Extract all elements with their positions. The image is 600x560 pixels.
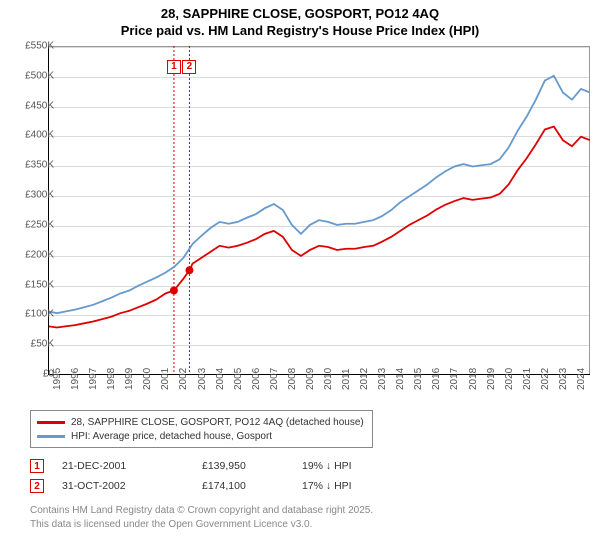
x-tick-label: 2007 (269, 376, 280, 390)
sale-marker-box: 1 (167, 60, 181, 74)
price-point-marker: 1 (30, 459, 44, 473)
price-point-date: 31-OCT-2002 (62, 480, 202, 492)
title-line-2: Price paid vs. HM Land Registry's House … (0, 23, 600, 40)
y-tick-label: £550K (10, 41, 54, 52)
x-tick-label: 2008 (287, 376, 298, 390)
x-tick-label: 2015 (413, 376, 424, 390)
footer-attribution: Contains HM Land Registry data © Crown c… (30, 504, 373, 531)
y-axis (48, 46, 49, 374)
legend-label: HPI: Average price, detached house, Gosp… (71, 431, 272, 442)
x-tick-label: 2024 (576, 376, 587, 390)
x-tick-label: 2013 (377, 376, 388, 390)
y-tick-label: £250K (10, 219, 54, 230)
price-point-date: 21-DEC-2001 (62, 460, 202, 472)
footer-line-1: Contains HM Land Registry data © Crown c… (30, 504, 373, 518)
x-tick-label: 2017 (449, 376, 460, 390)
y-tick-label: £450K (10, 100, 54, 111)
x-tick-label: 2020 (504, 376, 515, 390)
legend: 28, SAPPHIRE CLOSE, GOSPORT, PO12 4AQ (d… (30, 410, 373, 448)
series-price_paid (48, 127, 590, 328)
x-tick-label: 2012 (359, 376, 370, 390)
price-point-marker: 2 (30, 479, 44, 493)
x-tick-label: 2004 (215, 376, 226, 390)
x-tick-label: 2001 (160, 376, 171, 390)
legend-row: HPI: Average price, detached house, Gosp… (37, 429, 364, 443)
y-tick-label: £150K (10, 279, 54, 290)
x-tick-label: 2003 (197, 376, 208, 390)
title-line-1: 28, SAPPHIRE CLOSE, GOSPORT, PO12 4AQ (0, 6, 600, 23)
x-tick-label: 1998 (106, 376, 117, 390)
y-tick-label: £50K (10, 339, 54, 350)
price-point-row: 2 31-OCT-2002£174,10017% ↓ HPI (30, 476, 402, 496)
x-tick-label: 2005 (233, 376, 244, 390)
y-tick-label: £200K (10, 249, 54, 260)
x-tick-label: 2009 (305, 376, 316, 390)
legend-swatch (37, 421, 65, 424)
x-tick-label: 2014 (395, 376, 406, 390)
x-tick-label: 2011 (341, 376, 352, 390)
x-tick-label: 2000 (142, 376, 153, 390)
price-point-pct: 19% ↓ HPI (302, 460, 402, 472)
price-point-price: £174,100 (202, 480, 302, 492)
price-point-pct: 17% ↓ HPI (302, 480, 402, 492)
y-tick-label: £500K (10, 70, 54, 81)
x-tick-label: 2002 (178, 376, 189, 390)
chart-container: 28, SAPPHIRE CLOSE, GOSPORT, PO12 4AQ Pr… (0, 0, 600, 560)
y-tick-label: £100K (10, 309, 54, 320)
series-hpi (48, 76, 590, 313)
legend-swatch (37, 435, 65, 438)
x-tick-label: 1996 (70, 376, 81, 390)
y-tick-label: £300K (10, 190, 54, 201)
sale-marker-box: 2 (182, 60, 196, 74)
legend-label: 28, SAPPHIRE CLOSE, GOSPORT, PO12 4AQ (d… (71, 417, 364, 428)
x-tick-label: 2006 (251, 376, 262, 390)
plot-svg (48, 46, 590, 374)
x-tick-label: 2019 (486, 376, 497, 390)
x-tick-label: 2023 (558, 376, 569, 390)
title-block: 28, SAPPHIRE CLOSE, GOSPORT, PO12 4AQ Pr… (0, 0, 600, 42)
x-tick-label: 1995 (52, 376, 63, 390)
y-tick-label: £400K (10, 130, 54, 141)
sale-point-marker (170, 287, 178, 295)
x-tick-label: 2010 (323, 376, 334, 390)
sale-point-marker (185, 266, 193, 274)
x-tick-label: 1997 (88, 376, 99, 390)
footer-line-2: This data is licensed under the Open Gov… (30, 518, 373, 532)
price-point-price: £139,950 (202, 460, 302, 472)
y-tick-label: £350K (10, 160, 54, 171)
y-tick-label: £0 (10, 369, 54, 380)
price-points-table: 1 21-DEC-2001£139,95019% ↓ HPI 2 31-OCT-200… (30, 456, 402, 496)
x-tick-label: 2016 (431, 376, 442, 390)
x-tick-label: 2021 (522, 376, 533, 390)
x-tick-label: 2018 (468, 376, 479, 390)
x-tick-label: 2022 (540, 376, 551, 390)
price-point-row: 1 21-DEC-2001£139,95019% ↓ HPI (30, 456, 402, 476)
legend-row: 28, SAPPHIRE CLOSE, GOSPORT, PO12 4AQ (d… (37, 415, 364, 429)
x-tick-label: 1999 (124, 376, 135, 390)
